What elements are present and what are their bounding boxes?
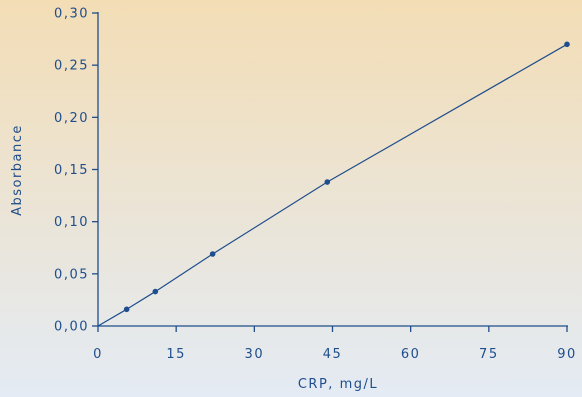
y-tick-label: 0,10 [54, 215, 89, 230]
x-tick-label: 75 [479, 347, 499, 362]
y-tick-label: 0,05 [54, 267, 89, 282]
x-tick-label: 15 [166, 347, 186, 362]
y-tick-label: 0,20 [54, 111, 89, 126]
y-axis-title: Absorbance [10, 124, 25, 216]
x-tick-label: 0 [93, 347, 103, 362]
data-point [209, 251, 216, 257]
y-tick-label: 0,15 [54, 163, 89, 178]
data-point [324, 179, 331, 185]
data-point [152, 288, 159, 295]
x-tick-label: 45 [323, 347, 343, 362]
x-tick-label: 60 [401, 347, 421, 362]
x-axis-title: CRP, mg/L [298, 377, 378, 392]
y-tick-label: 0,25 [54, 59, 89, 74]
y-tick-label: 0,30 [54, 7, 89, 22]
data-point [123, 306, 130, 313]
y-tick-label: 0,00 [54, 320, 89, 335]
data-point [564, 41, 570, 48]
plot-area: 0,00 0,05 0,10 0,15 0,20 0,25 0,30 0 15 30 45 60 75 9… [54, 7, 577, 363]
x-tick-label: 90 [557, 347, 577, 362]
x-tick-label: 30 [245, 347, 265, 362]
series-line [97, 43, 568, 327]
